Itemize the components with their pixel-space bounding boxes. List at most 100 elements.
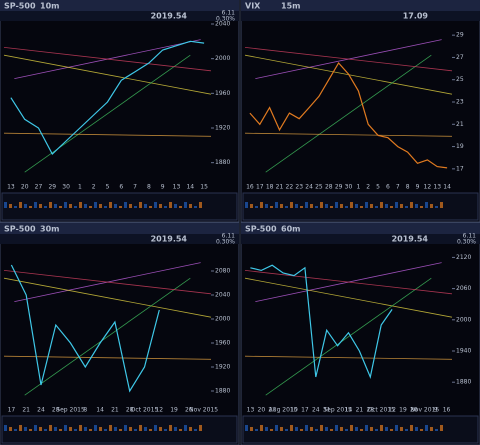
trend-line	[24, 277, 191, 396]
indicator-bar	[174, 204, 177, 208]
x-tick-label: 5	[106, 184, 110, 191]
indicator-bar	[390, 429, 393, 431]
indicator-bar	[250, 204, 253, 208]
y-tick-label: 2120	[456, 254, 471, 261]
x-tick-label: 5	[376, 184, 380, 191]
title-bar	[0, 223, 239, 234]
indicator-bar	[64, 202, 67, 208]
indicator-bar	[19, 425, 22, 431]
indicator-bar	[365, 425, 368, 431]
indicator-bar	[169, 202, 172, 208]
indicator-bar	[340, 204, 343, 208]
indicator-bar	[199, 425, 202, 431]
indicator-bar	[385, 427, 388, 431]
trend-line	[265, 277, 432, 396]
indicator-bar	[395, 425, 398, 431]
indicator-bar	[169, 425, 172, 431]
x-tick-label: 13	[7, 184, 15, 191]
change-pct: 0.30%	[216, 16, 235, 23]
change: 6.11	[463, 233, 477, 240]
indicator-bar	[129, 204, 132, 208]
indicator-bar	[129, 427, 132, 431]
indicator-bar	[49, 202, 52, 208]
indicator-bar	[265, 204, 268, 208]
indicator-bar	[295, 204, 298, 208]
last-price: 2019.54	[151, 12, 188, 21]
indicator-bar	[410, 425, 413, 431]
indicator-bar	[380, 425, 383, 431]
panel-title: VIX	[245, 2, 261, 11]
last-price: 2019.54	[151, 235, 188, 244]
timeframe: 30m	[40, 225, 59, 234]
x-tick-label: 23	[295, 184, 303, 191]
indicator-bar	[124, 425, 127, 431]
indicator-bar	[370, 204, 373, 208]
timeframe: 60m	[281, 225, 300, 234]
indicator-bar	[179, 429, 182, 431]
price-line	[10, 40, 205, 155]
indicator-bar	[94, 202, 97, 208]
indicator-bar	[139, 425, 142, 431]
trend-line	[3, 54, 212, 95]
indicator-bar	[380, 202, 383, 208]
indicator-bar	[435, 206, 438, 208]
indicator-bar	[360, 206, 363, 208]
indicator-bar	[99, 427, 102, 431]
x-tick-label: 14	[443, 184, 451, 191]
indicator-bar	[124, 202, 127, 208]
x-tick-label: 21	[356, 407, 364, 414]
indicator-bar	[350, 202, 353, 208]
indicator-bar	[335, 202, 338, 208]
x-tick-label: 30	[345, 184, 353, 191]
y-tick-label: 2000	[215, 55, 230, 62]
indicator-bar	[290, 425, 293, 431]
indicator-bar	[104, 429, 107, 431]
x-tick-label: 28	[325, 184, 333, 191]
info-bar	[241, 11, 480, 21]
indicator-bar	[194, 206, 197, 208]
indicator-bar	[375, 429, 378, 431]
indicator-bar	[375, 206, 378, 208]
indicator-bar	[159, 427, 162, 431]
trend-line	[3, 132, 212, 137]
y-tick-label: 23	[456, 99, 464, 106]
x-tick-label: 14	[186, 184, 194, 191]
indicator-bar	[194, 429, 197, 431]
x-tick-label: 14	[345, 407, 353, 414]
trend-line	[24, 54, 191, 173]
indicator-bar	[24, 427, 27, 431]
indicator-bar	[245, 425, 248, 431]
indicator-bar	[179, 206, 182, 208]
price-line	[249, 61, 448, 169]
indicator-bar	[270, 206, 273, 208]
indicator-bar	[14, 206, 17, 208]
panel	[240, 0, 480, 223]
x-tick-label: 8	[83, 407, 87, 414]
indicator-bar	[255, 206, 258, 208]
indicator-bar	[400, 427, 403, 431]
y-tick-label: 17	[456, 165, 464, 172]
indicator-bar	[330, 429, 333, 431]
indicator-bar	[345, 206, 348, 208]
indicator-bar	[119, 206, 122, 208]
indicator-bar	[415, 427, 418, 431]
trend-line	[244, 47, 453, 72]
trend-line	[244, 270, 453, 295]
timeframe: 10m	[40, 2, 59, 11]
indicator-bar	[310, 427, 313, 431]
x-tick-label: 8	[406, 184, 410, 191]
x-tick-label: 24	[305, 184, 313, 191]
y-tick-label: 1960	[215, 90, 230, 97]
y-tick-label: 2060	[456, 285, 471, 292]
indicator-bar	[89, 206, 92, 208]
indicator-bar	[385, 204, 388, 208]
indicator-bar	[425, 202, 428, 208]
indicator-bar	[400, 204, 403, 208]
indicator-bar	[440, 202, 443, 208]
indicator-bar	[44, 429, 47, 431]
trend-line	[244, 355, 453, 360]
indicator-bar	[79, 425, 82, 431]
indicator-bar	[350, 425, 353, 431]
x-tick-label: 28	[52, 407, 60, 414]
indicator-bar	[250, 427, 253, 431]
